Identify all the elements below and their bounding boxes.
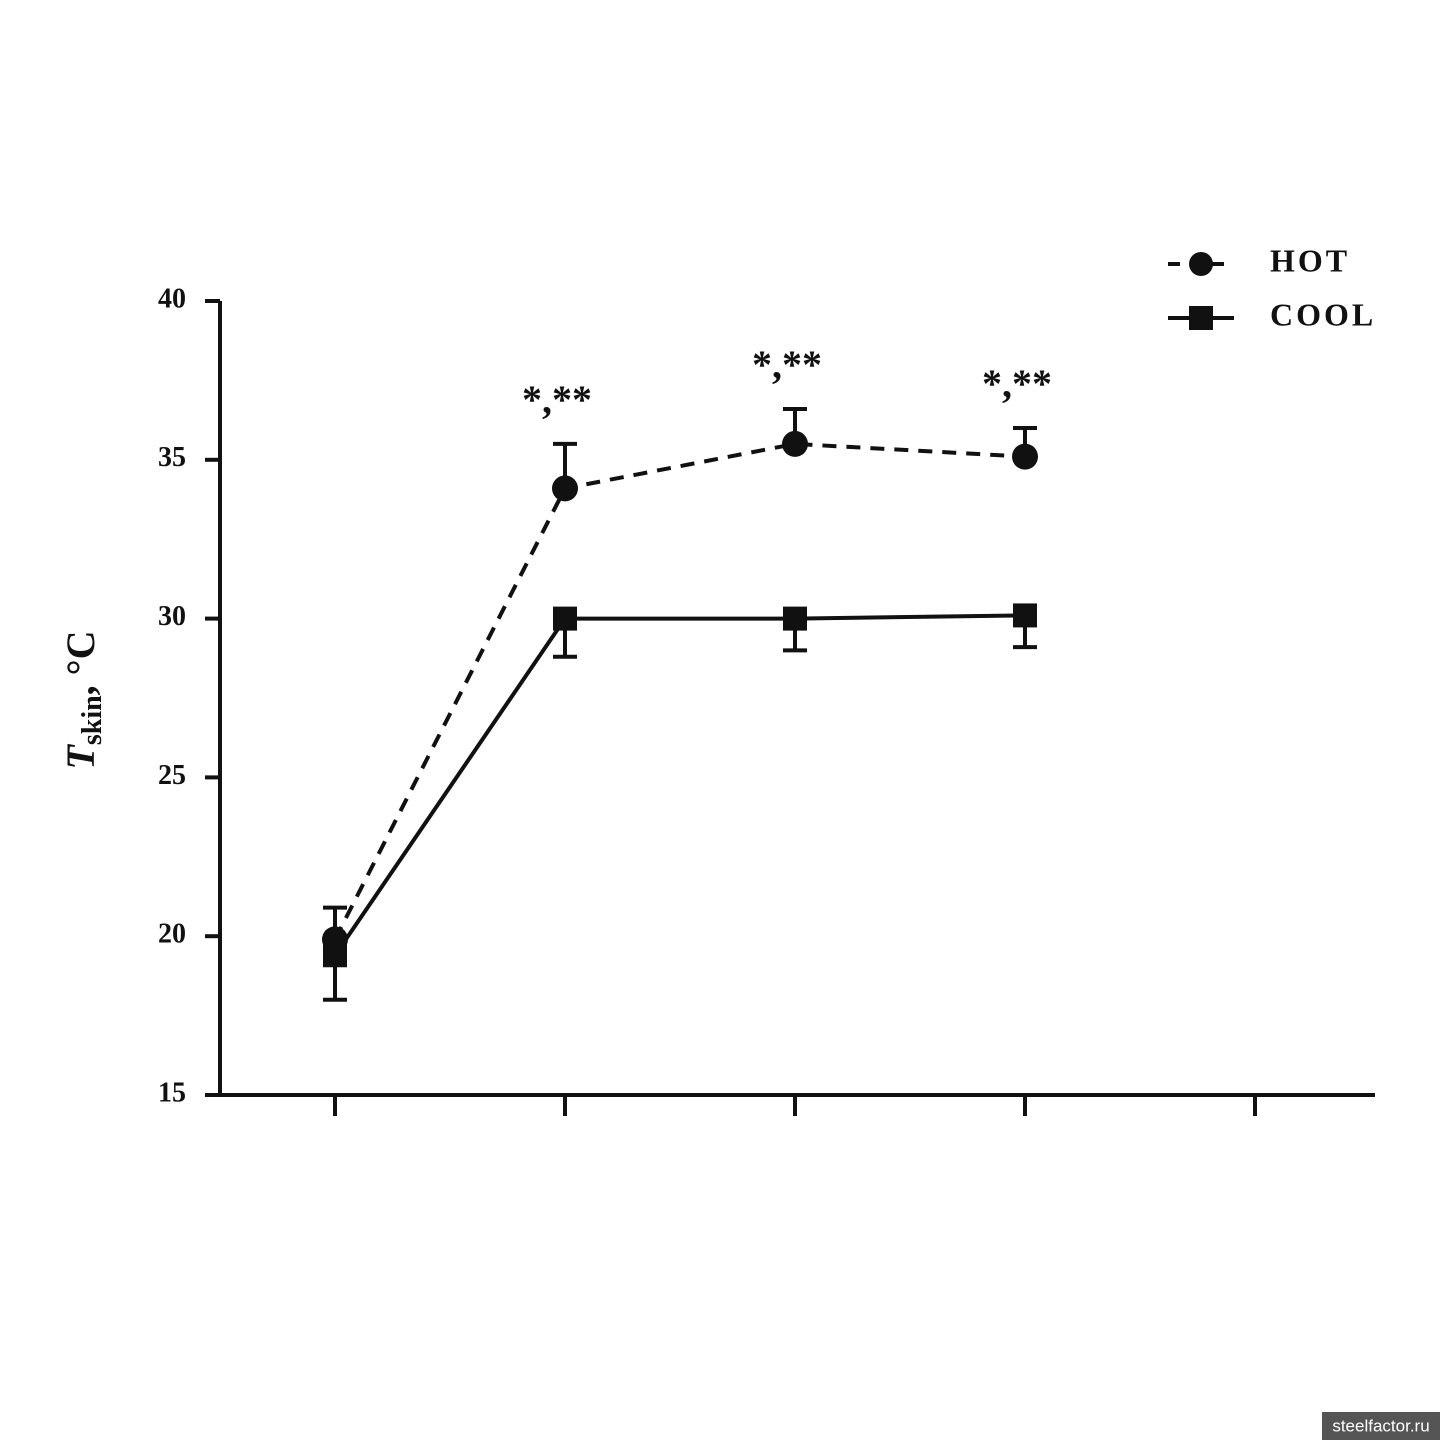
watermark-bg (1322, 1412, 1440, 1440)
data-point (552, 475, 578, 502)
series-line (333, 441, 1026, 941)
data-point (1013, 603, 1037, 628)
annotation: *,** (752, 342, 822, 387)
data-point (782, 430, 808, 457)
legend-marker (1189, 306, 1213, 330)
series-line (333, 613, 1026, 957)
legend-label: HOT (1270, 242, 1350, 278)
annotation: *,** (522, 377, 592, 422)
y-tick-label: 30 (158, 601, 186, 632)
y-axis-label: Tskin, °C (58, 630, 108, 769)
y-tick-label: 35 (158, 442, 186, 473)
data-point (553, 606, 577, 631)
watermark: steelfactor.ru (1332, 1416, 1429, 1435)
legend-label: COOL (1270, 296, 1376, 332)
y-tick-label: 15 (158, 1077, 186, 1108)
data-point (1012, 443, 1038, 470)
data-point (323, 943, 347, 968)
legend-marker (1189, 252, 1213, 276)
y-tick-label: 40 (158, 283, 186, 314)
y-tick-label: 20 (158, 919, 186, 950)
data-point (783, 606, 807, 631)
annotation: *,** (982, 361, 1052, 406)
y-tick-label: 25 (158, 760, 186, 791)
